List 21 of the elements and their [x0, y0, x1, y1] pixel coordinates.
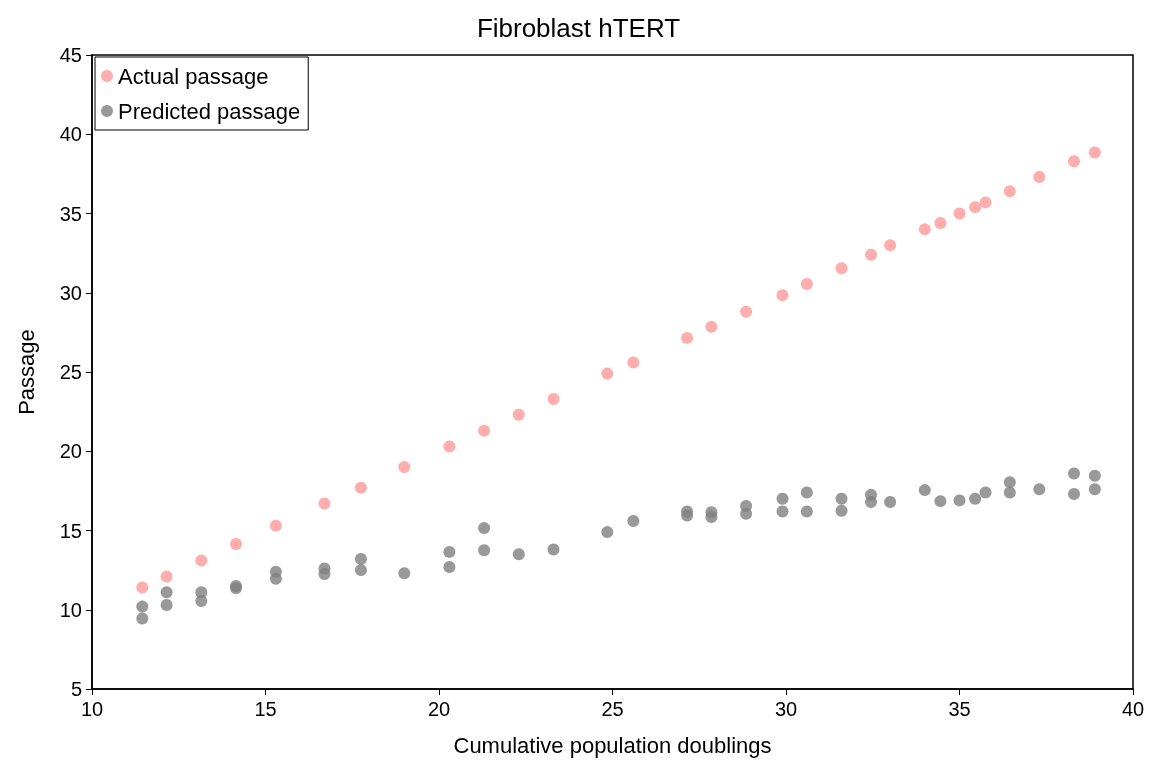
legend-label: Actual passage [118, 63, 269, 89]
x-tick-label: 15 [254, 698, 277, 720]
x-tick-label: 40 [1121, 698, 1145, 720]
legend-label: Predicted passage [118, 98, 301, 124]
y-axis-title: Passage [13, 329, 39, 415]
x-axis-title: Cumulative population doublings [453, 732, 772, 758]
y-tick-label: 20 [59, 440, 82, 463]
y-tick-label: 40 [59, 123, 82, 146]
y-tick-label: 10 [59, 598, 82, 621]
y-tick-label: 5 [70, 678, 82, 700]
x-tick-label: 10 [80, 698, 104, 720]
y-tick-label: 30 [59, 281, 82, 304]
x-tick-label: 30 [774, 698, 798, 720]
x-tick-label: 25 [601, 698, 624, 720]
x-tick-label: 35 [948, 698, 971, 720]
y-tick-label: 15 [59, 519, 82, 542]
chart-title: Fibroblast hTERT [476, 13, 681, 43]
x-tick-label: 20 [427, 698, 451, 720]
y-tick-label: 25 [59, 361, 82, 383]
y-tick-label: 45 [59, 44, 82, 66]
y-tick-label: 35 [59, 202, 82, 225]
